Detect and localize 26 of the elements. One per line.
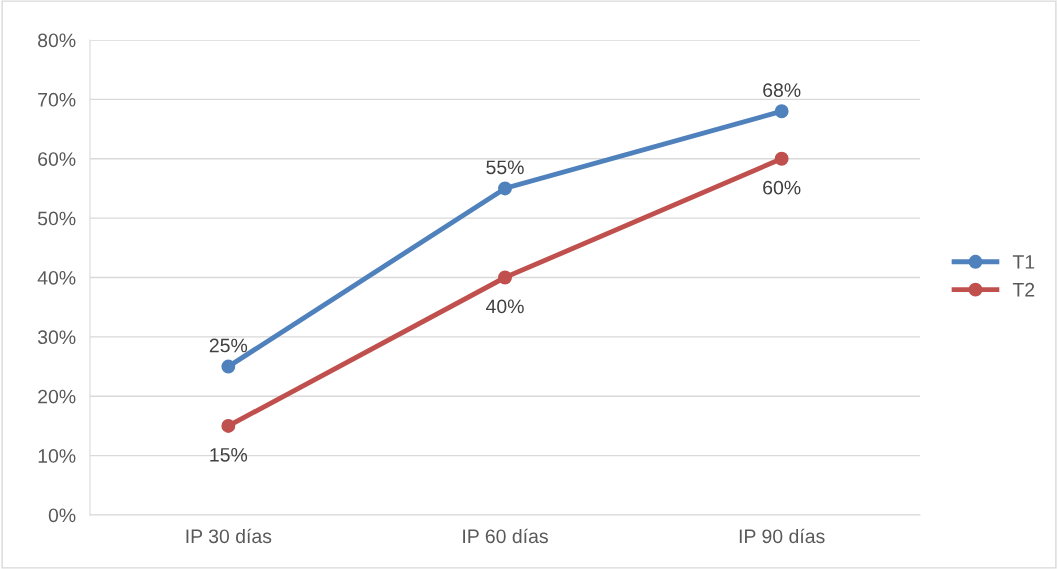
point [774,104,789,119]
x-tick-label: IP 60 días [463,528,548,544]
y-tick-label: 60% [38,152,76,166]
data-label: 25% [209,338,248,353]
legend-label: T1 [1012,255,1035,269]
y-tick-label: 50% [37,211,76,226]
y-tick-label: 20% [38,389,76,404]
x-tick-label: IP 90 días [739,528,825,544]
point [774,151,789,166]
x-tick-label: IP 30 días [186,528,272,544]
point [498,270,512,285]
data-label: 40% [485,299,524,314]
y-tick-label: 80% [38,33,76,48]
point [221,418,236,433]
data-label: 55% [486,160,524,175]
point [221,359,236,374]
legend-label: T2 [1012,282,1035,297]
y-tick-label: 40% [37,270,76,285]
data-label: 68% [763,83,801,98]
y-tick-label: 30% [37,330,76,345]
data-label: 15% [210,448,248,462]
y-tick-label: 0% [48,508,76,523]
data-label: 60% [763,180,801,195]
point [498,181,512,196]
y-tick-label: 10% [38,449,76,463]
y-tick-label: 70% [38,92,76,107]
